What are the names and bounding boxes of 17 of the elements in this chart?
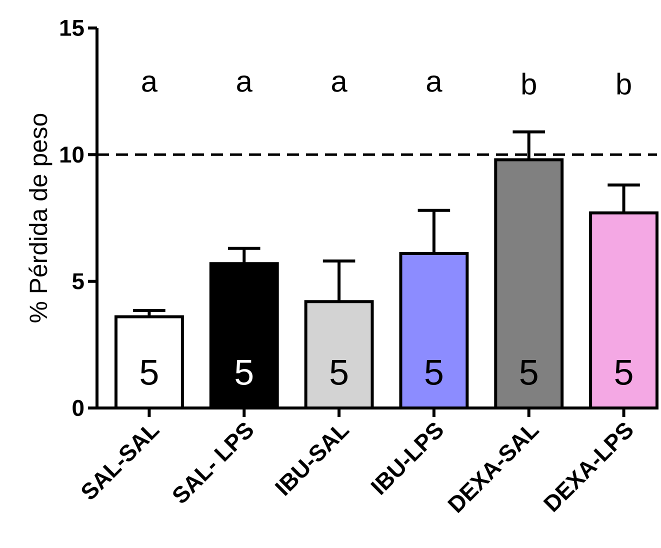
annotation: a [332,76,348,92]
annotation: 5 [425,360,442,386]
y-tick-label: 5 [72,273,84,290]
annotation: a [142,76,158,92]
annotation: a [426,76,442,92]
annotation: 5 [615,360,632,386]
y-tick-label: 15 [60,20,84,36]
annotation: 5 [520,360,538,386]
annotation: 5 [140,360,158,386]
annotation: a [237,76,252,92]
annotation: 5 [330,360,348,386]
y-axis-title: % Pérdida de peso [28,114,52,322]
annotation: 5 [236,360,253,386]
y-tick-label: 10 [60,146,84,163]
annotation: b [522,72,536,95]
annotation: b [617,72,631,95]
y-tick-label: 0 [72,400,84,416]
